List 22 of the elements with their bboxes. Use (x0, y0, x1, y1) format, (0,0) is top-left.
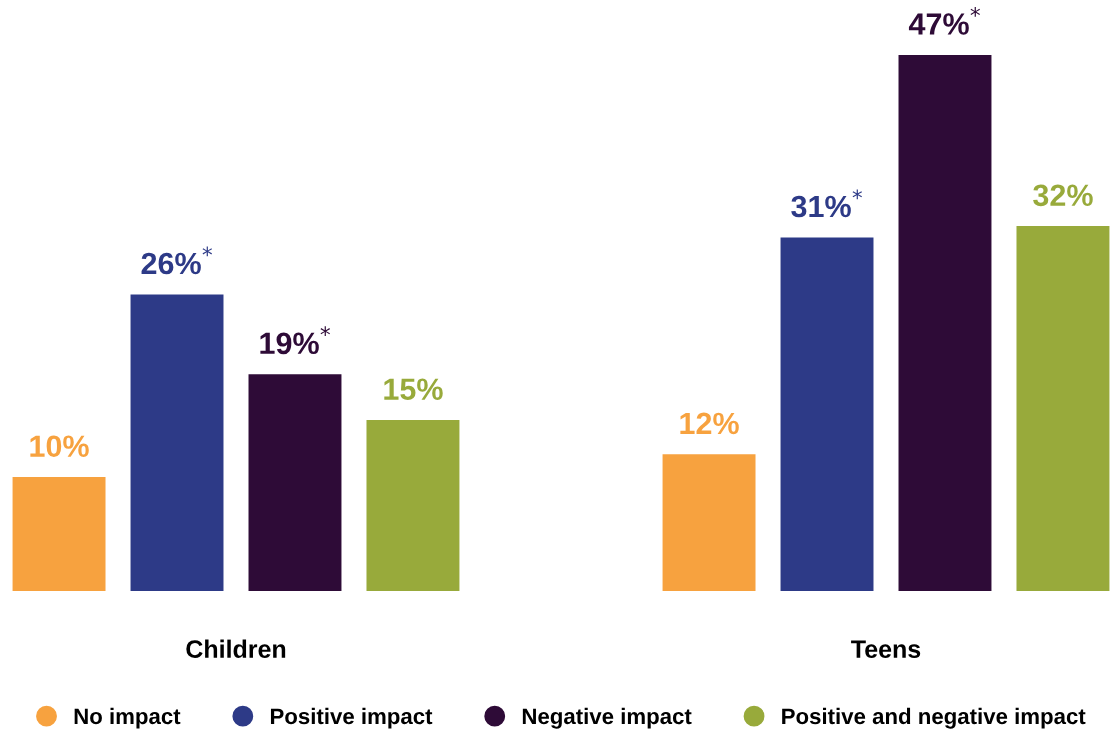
legend-label: Positive and negative impact (782, 707, 1086, 729)
data-label: 15% (384, 378, 443, 401)
data-label: 19%$^{*}$ (260, 326, 330, 355)
bar (366, 419, 460, 591)
legend-label: Positive impact (270, 707, 433, 729)
bar (248, 374, 342, 591)
bar (12, 476, 106, 591)
legend-label: No impact (74, 707, 181, 729)
data-label: 26%$^{*}$ (141, 246, 212, 275)
x-tick-label: Children (186, 639, 286, 658)
bar (780, 237, 874, 591)
data-label: 31%$^{*}$ (791, 189, 862, 218)
data-label: 47%$^{*}$ (908, 6, 980, 35)
x-tick-label: Teens (851, 640, 921, 658)
bar (1016, 226, 1110, 591)
data-label: 32% (1033, 184, 1093, 207)
bar (130, 294, 224, 591)
bar (898, 55, 992, 591)
data-label: 12% (680, 412, 739, 435)
data-label: 10% (30, 435, 89, 458)
bar (662, 454, 756, 591)
legend-label: Negative impact (522, 707, 692, 729)
